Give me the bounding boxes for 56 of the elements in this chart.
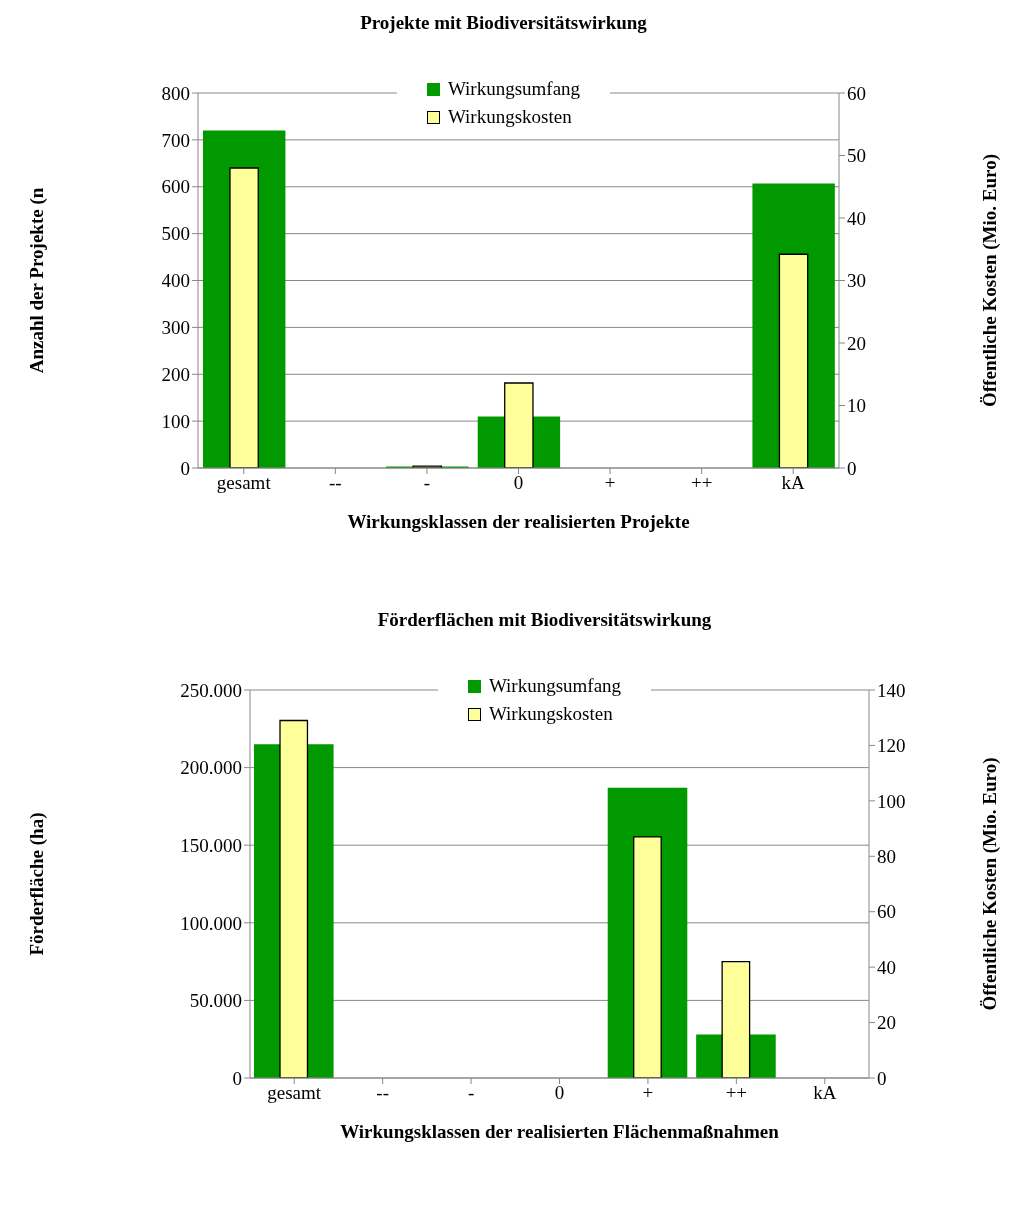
chart-title: Projekte mit Biodiversitätswirkung <box>356 12 651 33</box>
x-tick-label: 0 <box>554 1082 565 1104</box>
x-tick-label: -- <box>376 1082 389 1104</box>
y-tick-label: 500 <box>161 223 190 245</box>
y-tick-label: 400 <box>161 270 190 292</box>
x-axis-title: Wirkungsklassen der realisierten Projekte <box>347 511 690 532</box>
legend-label: Wirkungsumfang <box>447 78 581 100</box>
y2-tick-label: 20 <box>847 332 866 354</box>
x-tick-label: gesamt <box>216 472 272 494</box>
x-axis-title: Wirkungsklassen der realisierten Flächenmaßnahmen <box>340 1121 780 1142</box>
y-tick-label: 0 <box>232 1067 242 1089</box>
x-tick-label: -- <box>329 472 342 494</box>
legend-label: Wirkungskosten <box>447 106 572 128</box>
x-tick-label: ++ <box>725 1082 748 1104</box>
y-tick-label: 50.000 <box>189 990 242 1012</box>
x-tick-label: - <box>423 472 431 494</box>
y2-tick-label: 20 <box>877 1012 896 1034</box>
x-tick-label: kA <box>781 472 806 494</box>
x-tick-label: 0 <box>513 472 524 494</box>
y-tick-label: 0 <box>180 457 190 479</box>
y-tick-label: 700 <box>161 129 190 151</box>
y2-tick-label: 120 <box>877 735 906 757</box>
y2-tick-label: 140 <box>877 679 906 701</box>
y2-tick-label: 60 <box>877 901 896 923</box>
y-tick-label: 800 <box>161 82 190 104</box>
x-tick-label: - <box>467 1082 475 1104</box>
x-tick-label: + <box>604 472 616 494</box>
x-tick-label: gesamt <box>267 1082 322 1104</box>
y-axis-title: Anzahl der Projekte (n <box>25 187 48 374</box>
y2-tick-label: 40 <box>847 207 866 229</box>
y2-tick-label: 30 <box>847 270 866 292</box>
y2-axis-title: Öffentliche Kosten (Mio. Euro) <box>978 757 1001 1011</box>
y2-tick-label: 0 <box>847 457 857 479</box>
x-tick-label: ++ <box>690 472 713 494</box>
y-tick-label: 250.000 <box>180 679 242 701</box>
y-tick-label: 600 <box>161 176 190 198</box>
chart-title: Förderflächen mit Biodiversitätswirkung <box>373 609 716 630</box>
y2-axis-title: Öffentliche Kosten (Mio. Euro) <box>978 154 1001 407</box>
y-tick-label: 100 <box>161 410 190 432</box>
y2-tick-label: 0 <box>877 1067 887 1089</box>
y-tick-label: 150.000 <box>180 834 242 856</box>
y-tick-label: 100.000 <box>180 912 242 934</box>
y-tick-label: 300 <box>161 317 190 339</box>
y-tick-label: 200.000 <box>180 757 242 779</box>
y2-tick-label: 60 <box>847 82 866 104</box>
y2-tick-label: 10 <box>847 395 866 417</box>
y-axis-title: Förderfläche (ha) <box>25 812 48 956</box>
y-tick-label: 200 <box>161 363 190 385</box>
legend-label: Wirkungskosten <box>488 703 613 725</box>
y2-tick-label: 100 <box>877 790 906 812</box>
y2-tick-label: 80 <box>877 846 896 868</box>
y2-tick-label: 50 <box>847 145 866 167</box>
legend-label: Wirkungsumfang <box>488 675 622 697</box>
y2-tick-label: 40 <box>877 956 896 978</box>
x-tick-label: + <box>642 1082 654 1104</box>
x-tick-label: kA <box>813 1082 837 1104</box>
